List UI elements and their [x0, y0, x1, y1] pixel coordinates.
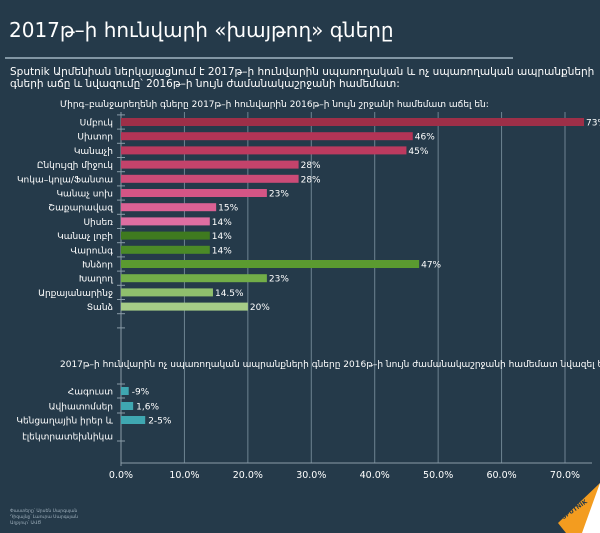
x-tick-label: 20.0% — [233, 470, 263, 481]
value-label: 14.5% — [215, 289, 244, 299]
category-label: Շաքարավազ — [48, 204, 113, 214]
value-label: 2-5% — [148, 417, 172, 427]
category-label: Տանձ — [87, 303, 113, 313]
bar — [121, 174, 299, 183]
value-label: 23% — [269, 190, 289, 200]
bar — [121, 146, 407, 155]
category-label: Կանաչի — [74, 147, 113, 157]
category-label: Վարունգ — [71, 246, 114, 256]
bar — [121, 302, 248, 311]
value-label: -9% — [132, 388, 150, 398]
credits: Փաստերը՝ Արսեն Սարգսյան Դիզայնը՝ Լաուրա … — [10, 509, 78, 527]
chart-heading-decrease: 2017թ–ի հունվարին ոչ սպառողական ապրանքնե… — [60, 360, 600, 370]
bar — [121, 189, 267, 197]
credit-line: Աղբյուր՝ ԱՎԾ — [10, 521, 42, 526]
bar — [121, 260, 420, 268]
x-tick-label: 0.0% — [109, 470, 133, 481]
value-label: 23% — [269, 275, 289, 285]
bar — [121, 288, 213, 297]
page-title: 2017թ–ի հունվարի «խայթող» գները — [9, 18, 394, 42]
category-label: էլեկտրատեխնիկա — [22, 433, 113, 443]
category-label: Կանաչ սոխ — [56, 190, 113, 200]
category-label: Սխտոր — [77, 133, 113, 143]
bar — [121, 416, 146, 424]
category-label: Կոկա–կոլա/Ֆանտա — [17, 175, 113, 185]
bar — [121, 132, 413, 141]
value-label: 14% — [212, 232, 232, 242]
value-label: 73% — [586, 119, 600, 129]
bar — [121, 160, 299, 169]
credit-line: Դիզայնը՝ Լաուրա Սարգսյան — [10, 515, 78, 520]
value-label: 14% — [212, 246, 232, 256]
category-label: Սմբուկ — [80, 119, 113, 129]
title-divider — [5, 57, 513, 59]
x-tick-label: 70.0% — [550, 470, 580, 481]
bar — [121, 274, 267, 283]
bar — [121, 217, 210, 226]
x-tick-label: 30.0% — [296, 470, 326, 481]
sputnik-logo: SPUTNIK — [558, 483, 600, 533]
bar — [121, 231, 210, 240]
value-label: 47% — [421, 261, 441, 271]
credit-line: Փաստերը՝ Արսեն Սարգսյան — [10, 509, 78, 514]
intro-text: Sputnik Արմենիան ներկայացնում է 2017թ–ի … — [10, 66, 595, 90]
category-label: Ավիատոմսեր — [49, 403, 113, 413]
category-label: Խաղող — [79, 275, 113, 285]
x-tick-label: 60.0% — [486, 470, 516, 481]
value-label: 15% — [218, 204, 238, 214]
value-label: 46% — [415, 133, 435, 143]
value-label: 20% — [250, 303, 270, 313]
chart-heading-increase: Միրգ–բանջարեղենի գները 2017թ–ի հունվարին… — [60, 100, 489, 110]
category-label: Սիսեռ — [83, 218, 113, 228]
x-tick-label: 10.0% — [169, 470, 199, 481]
category-label: Խնձոր — [82, 261, 113, 271]
x-tick-label: 40.0% — [360, 470, 390, 481]
bar — [121, 118, 585, 126]
bar — [121, 402, 134, 410]
x-tick-label: 50.0% — [423, 470, 453, 481]
value-label: 1,6% — [136, 403, 159, 413]
value-label: 28% — [301, 175, 321, 185]
bar — [121, 245, 210, 254]
value-label: 14% — [212, 218, 232, 228]
category-label: Հագուստ — [68, 388, 113, 398]
category-label: Արքայանարինջ — [38, 289, 113, 299]
bar — [121, 387, 129, 395]
value-label: 28% — [301, 161, 321, 171]
value-label: 45% — [408, 147, 428, 157]
category-label: Կենցաղային իրեր և — [16, 417, 113, 427]
category-label: Կանաչ լոբի — [57, 232, 113, 242]
bar — [121, 203, 217, 212]
category-label: Ընկույզի միջուկ — [37, 161, 113, 171]
